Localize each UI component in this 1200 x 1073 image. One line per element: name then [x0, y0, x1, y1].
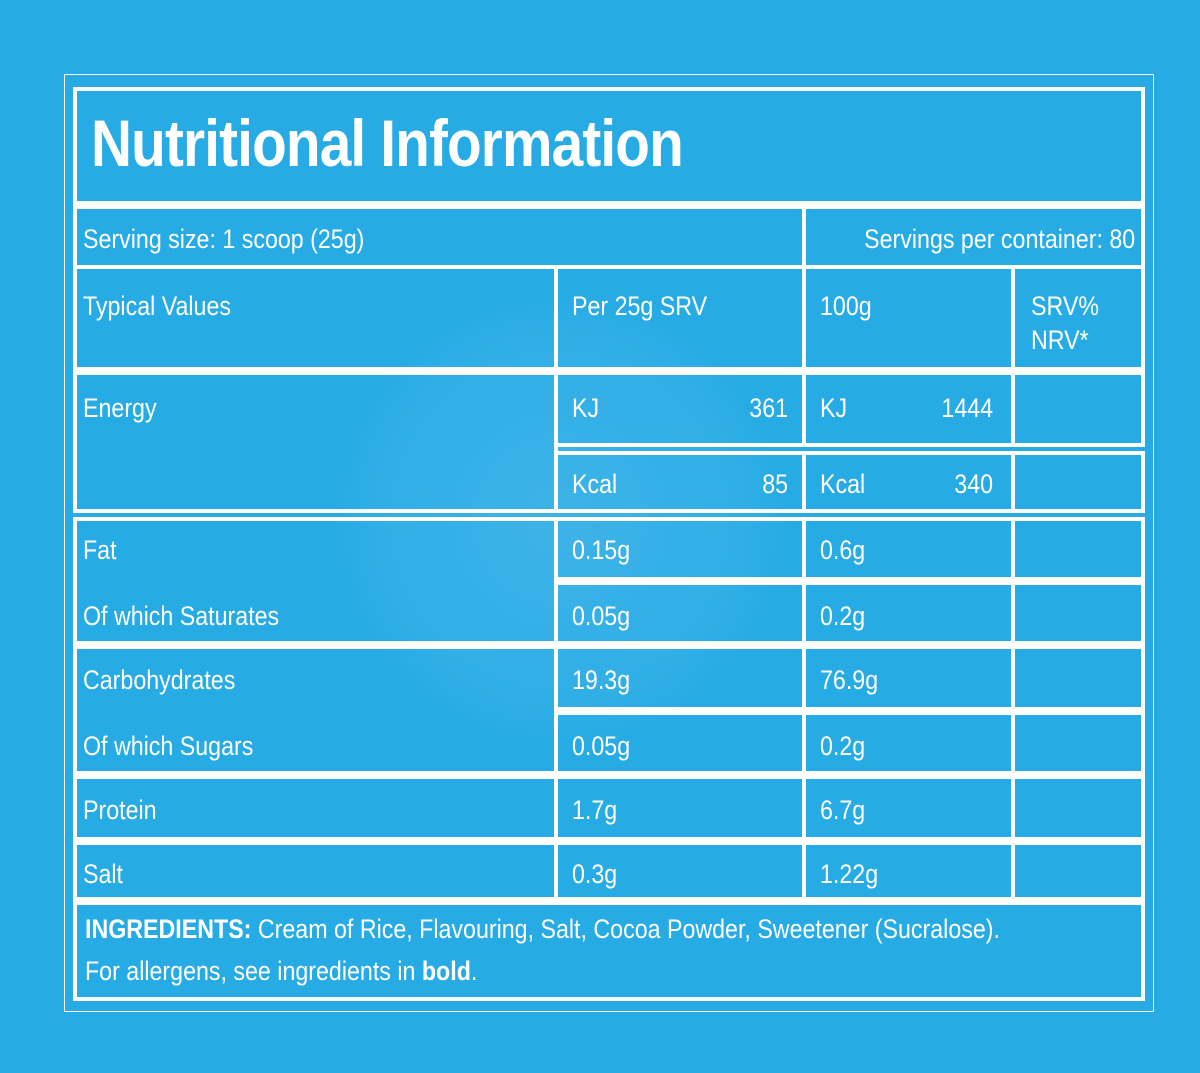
- fat-100g-cell: 0.6g: [802, 517, 1015, 581]
- sugars-serving-cell: 0.05g: [554, 711, 806, 775]
- saturates-serving-cell: 0.05g: [554, 581, 806, 645]
- ingredients-box: INGREDIENTS: Cream of Rice, Flavouring, …: [73, 901, 1145, 1001]
- row-value-saturates-serving: 0.05g: [572, 601, 631, 631]
- energy-label-cell: Energy: [73, 371, 558, 513]
- energy-kj-unit-100g: KJ: [820, 393, 848, 423]
- saturates-100g-cell: 0.2g: [802, 581, 1015, 645]
- row-value-salt-100g: 1.22g: [820, 859, 879, 889]
- header-typical-values-cell: Typical Values: [73, 265, 558, 371]
- row-label-carbohydrates: Carbohydrates: [83, 665, 236, 695]
- row-value-salt-serving: 0.3g: [572, 859, 618, 889]
- energy-kcal-100g-cell: Kcal 340: [802, 451, 1015, 513]
- nutrition-panel: Nutritional Information Serving size: 1 …: [64, 74, 1154, 1012]
- carbs-label-cell: Carbohydrates Of which Sugars: [73, 645, 558, 775]
- row-value-protein-serving: 1.7g: [572, 795, 618, 825]
- allergen-prefix: For allergens, see ingredients in: [85, 956, 422, 986]
- fat-label-cell: Fat Of which Saturates: [73, 517, 558, 645]
- allergen-bold-word: bold: [421, 956, 471, 986]
- row-value-saturates-100g: 0.2g: [820, 601, 866, 631]
- energy-kj-serving-cell: KJ 361: [554, 371, 806, 447]
- salt-label-cell: Salt: [73, 841, 558, 901]
- row-value-fat-100g: 0.6g: [820, 535, 866, 565]
- title-box: Nutritional Information: [73, 87, 1145, 205]
- serving-size-cell: Serving size: 1 scoop (25g): [73, 205, 806, 269]
- row-label-sugars: Of which Sugars: [83, 731, 254, 761]
- salt-nrv-cell: [1011, 841, 1145, 901]
- energy-kcal-serving: 85: [762, 469, 788, 499]
- energy-kj-nrv-cell: [1011, 371, 1145, 447]
- header-per-serving: Per 25g SRV: [572, 291, 708, 321]
- row-value-sugars-100g: 0.2g: [820, 731, 866, 761]
- salt-100g-cell: 1.22g: [802, 841, 1015, 901]
- header-typical-values: Typical Values: [83, 291, 232, 321]
- carbs-nrv-cell: [1011, 645, 1145, 711]
- sugars-100g-cell: 0.2g: [802, 711, 1015, 775]
- protein-serving-cell: 1.7g: [554, 775, 806, 841]
- allergen-note: For allergens, see ingredients in bold.: [85, 951, 477, 991]
- energy-kj-100g-cell: KJ 1444: [802, 371, 1015, 447]
- row-value-fat-serving: 0.15g: [572, 535, 631, 565]
- energy-kcal-100g: 340: [954, 469, 993, 499]
- protein-100g-cell: 6.7g: [802, 775, 1015, 841]
- header-per-serving-cell: Per 25g SRV: [554, 265, 806, 371]
- header-nrv-cell: SRV% NRV*: [1011, 265, 1145, 371]
- protein-nrv-cell: [1011, 775, 1145, 841]
- row-label-fat: Fat: [83, 535, 117, 565]
- carbs-serving-cell: 19.3g: [554, 645, 806, 711]
- row-label-salt: Salt: [83, 859, 124, 889]
- energy-kcal-unit-100g: Kcal: [820, 469, 866, 499]
- ingredients-list: Cream of Rice, Flavouring, Salt, Cocoa P…: [251, 914, 1000, 944]
- ingredients-text: INGREDIENTS: Cream of Rice, Flavouring, …: [85, 909, 1000, 949]
- fat-nrv-cell: [1011, 517, 1145, 581]
- ingredients-heading: INGREDIENTS:: [85, 914, 252, 944]
- fat-serving-cell: 0.15g: [554, 517, 806, 581]
- carbs-100g-cell: 76.9g: [802, 645, 1015, 711]
- energy-kj-100g: 1444: [941, 393, 993, 423]
- row-value-carbs-serving: 19.3g: [572, 665, 631, 695]
- sugars-nrv-cell: [1011, 711, 1145, 775]
- energy-kcal-unit: Kcal: [572, 469, 618, 499]
- row-value-sugars-serving: 0.05g: [572, 731, 631, 761]
- energy-kcal-serving-cell: Kcal 85: [554, 451, 806, 513]
- allergen-suffix: .: [470, 956, 478, 986]
- servings-per-container-cell: Servings per container: 80: [802, 205, 1145, 269]
- row-label-protein: Protein: [83, 795, 157, 825]
- salt-serving-cell: 0.3g: [554, 841, 806, 901]
- serving-size-text: Serving size: 1 scoop (25g): [83, 224, 365, 254]
- protein-label-cell: Protein: [73, 775, 558, 841]
- row-value-carbs-100g: 76.9g: [820, 665, 879, 695]
- saturates-nrv-cell: [1011, 581, 1145, 645]
- row-value-protein-100g: 6.7g: [820, 795, 866, 825]
- header-nrv-line1: SRV%: [1031, 291, 1099, 321]
- header-100g-cell: 100g: [802, 265, 1015, 371]
- energy-kj-unit: KJ: [572, 393, 600, 423]
- page-title: Nutritional Information: [91, 106, 684, 180]
- energy-label: Energy: [83, 393, 157, 423]
- header-100g: 100g: [820, 291, 872, 321]
- servings-per-container-text: Servings per container: 80: [863, 224, 1135, 254]
- energy-kj-serving: 361: [749, 393, 788, 423]
- row-label-saturates: Of which Saturates: [83, 601, 280, 631]
- energy-kcal-nrv-cell: [1011, 451, 1145, 513]
- header-nrv-line2: NRV*: [1031, 325, 1089, 355]
